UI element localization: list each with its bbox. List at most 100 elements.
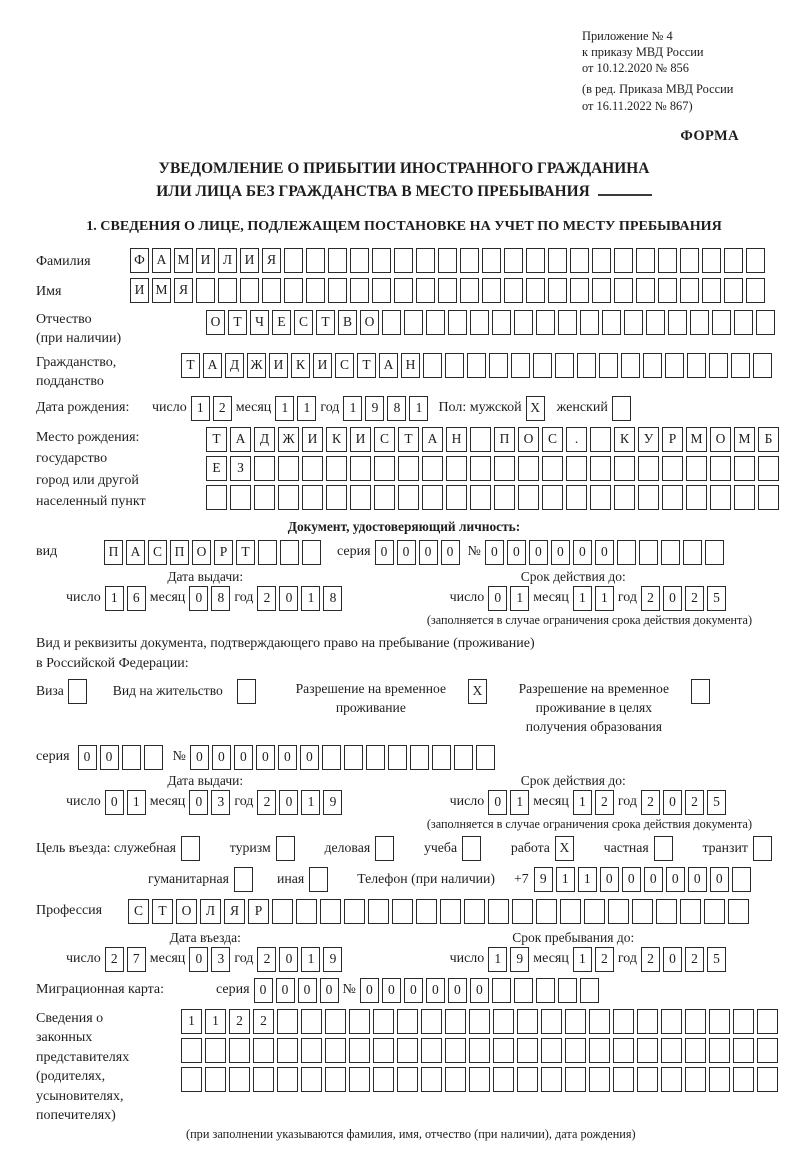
form-cell [511,352,530,378]
form-cell: 0 [396,539,416,565]
purpose-row2: гуманитарная иная Телефон (при наличии) … [148,866,772,892]
form-cell [230,484,251,510]
form-cell: 1 [205,1008,226,1034]
guardians-label: Сведения о законных представителях (роди… [36,1010,130,1124]
form-cell [302,539,321,565]
form-cell: 1 [301,946,321,972]
identity-doc-heading: Документ, удостоверяющий личность: [287,518,521,534]
form-cell: Ф [130,247,149,273]
name-label: Имя [36,283,62,299]
form-cell [536,898,557,924]
form-cell [296,898,317,924]
doc-type-label: вид [36,544,58,560]
form-cell [394,247,413,273]
form-cell: 0 [687,866,707,892]
form-cell [589,1037,610,1063]
form-cell [535,977,555,1003]
form-cell [709,352,728,378]
form-cell [613,1008,634,1034]
form-cell [373,1066,394,1092]
form-cell [526,247,545,273]
form-cell [422,455,443,481]
form-cell [558,309,577,335]
migration-series-label: серия [216,982,250,998]
form-cell: С [335,352,354,378]
form-cell [613,1066,634,1092]
form-cell [682,539,702,565]
purpose-option-rabota: работа X [511,835,574,861]
form-cell: 8 [211,585,231,611]
form-cell [469,1066,490,1092]
form-cell [350,247,369,273]
form-cell [590,484,611,510]
purpose-option-turizm: туризм [230,835,295,861]
form-cell: 1 [572,585,592,611]
appendix-line: Приложение № 4 [582,29,673,43]
form-cell: З [230,455,251,481]
form-cell: 0 [299,744,319,770]
form-cell [724,277,743,303]
form-cell [494,455,515,481]
form-cell: Т [236,539,255,565]
form-cell: 2 [594,946,614,972]
form-cell [536,309,555,335]
form-cell: А [379,352,398,378]
form-cell [746,277,765,303]
form-cell [233,866,253,892]
form-title-line2: ИЛИ ЛИЦА БЕЗ ГРАЖДАНСТВА В МЕСТО ПРЕБЫВА… [36,180,772,203]
residence-intro2: в Российской Федерации: [36,655,189,671]
form-cell [277,1008,298,1034]
form-cell: 1 [301,585,321,611]
form-cell [710,455,731,481]
form-cell [733,1008,754,1034]
form-cell: Р [662,426,683,452]
form-cell: Т [152,898,173,924]
form-cell: 1 [297,395,317,421]
form-cell: 2 [685,585,704,611]
form-cell [236,678,256,704]
form-cell: 2 [257,789,277,815]
form-cell [218,277,237,303]
temp-residence-edu-label: Разрешение на временное проживание в цел… [518,680,670,734]
form-cell [517,1037,538,1063]
form-cell: А [230,426,251,452]
form-cell [542,484,563,510]
guardians-row2 [181,1037,778,1063]
form-cell: 2 [641,789,660,815]
form-cell: 0 [663,585,682,611]
form-cell: Р [248,898,269,924]
form-cell: 0 [279,789,299,815]
form-cell: 8 [387,395,407,421]
form-cell [734,484,755,510]
form-cell [272,898,293,924]
form-cell: 1 [572,946,592,972]
form-cell [758,484,779,510]
form-cell [690,678,710,704]
appendix-header: Приложение № 4 к приказу МВД России от 1… [582,28,772,114]
form-cell [277,1066,298,1092]
purpose-turizm-checkbox [275,835,295,861]
form-cell: 1 [510,789,530,815]
form-cell [621,352,640,378]
gender-male-label: Пол: мужской [438,400,522,416]
form-cell [240,277,259,303]
form-cell: 0 [506,539,526,565]
form-cell: 0 [665,866,685,892]
form-cell: 2 [104,946,124,972]
form-cell [301,1066,322,1092]
purpose-tranzit-checkbox [752,835,772,861]
